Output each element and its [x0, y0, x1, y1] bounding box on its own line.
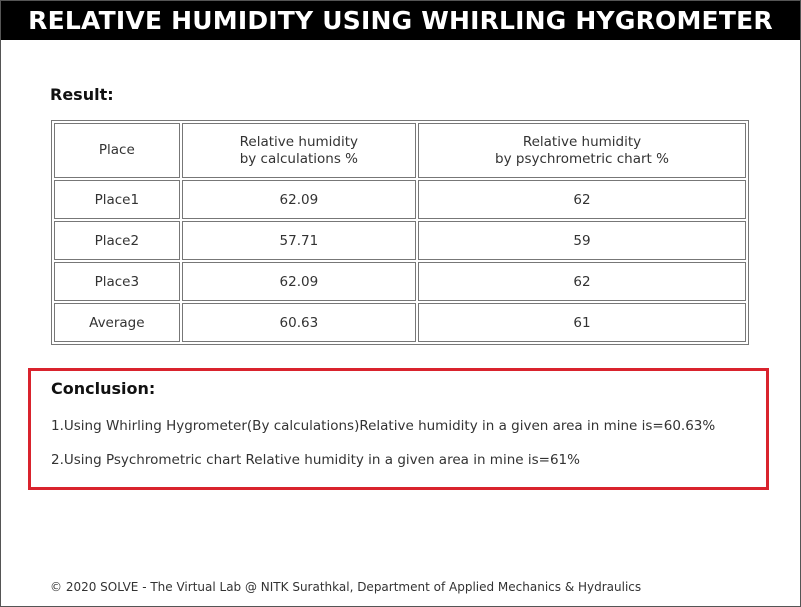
result-table: Place Relative humidity by calculations …: [51, 120, 749, 345]
column-header-label: Relative humidity by psychrometric chart…: [495, 133, 669, 167]
cell-chart: 62: [418, 180, 746, 219]
cell-chart: 62: [418, 262, 746, 301]
cell-chart: 61: [418, 303, 746, 342]
column-header-label: Place: [98, 142, 135, 158]
cell-calc: 62.09: [181, 262, 416, 301]
table-row: Place2 57.71 59: [54, 221, 746, 260]
cell-place: Place3: [54, 262, 180, 301]
cell-calc: 57.71: [181, 221, 416, 260]
conclusion-line-chart: 2.Using Psychrometric chart Relative hum…: [51, 452, 580, 468]
footer-copyright: © 2020 SOLVE - The Virtual Lab @ NITK Su…: [50, 580, 642, 594]
table-row-average: Average 60.63 61: [54, 303, 746, 342]
conclusion-line-calculations: 1.Using Whirling Hygrometer(By calculati…: [51, 418, 716, 434]
result-heading: Result:: [50, 85, 114, 104]
table-row: Place3 62.09 62: [54, 262, 746, 301]
cell-calc: 60.63: [181, 303, 416, 342]
page-title: RELATIVE HUMIDITY USING WHIRLING HYGROME…: [1, 1, 800, 40]
cell-place: Average: [54, 303, 180, 342]
column-header-psychrometric-chart: Relative humidity by psychrometric chart…: [418, 123, 746, 178]
cell-place: Place2: [54, 221, 180, 260]
column-header-place: Place: [54, 123, 180, 178]
conclusion-heading: Conclusion:: [51, 379, 156, 398]
table-row: Place1 62.09 62: [54, 180, 746, 219]
cell-place: Place1: [54, 180, 180, 219]
cell-calc: 62.09: [181, 180, 416, 219]
table-header-row: Place Relative humidity by calculations …: [54, 123, 746, 178]
column-header-label: Relative humidity by calculations %: [239, 133, 359, 167]
column-header-calculations: Relative humidity by calculations %: [181, 123, 416, 178]
conclusion-box: Conclusion: 1.Using Whirling Hygrometer(…: [28, 368, 769, 490]
cell-chart: 59: [418, 221, 746, 260]
